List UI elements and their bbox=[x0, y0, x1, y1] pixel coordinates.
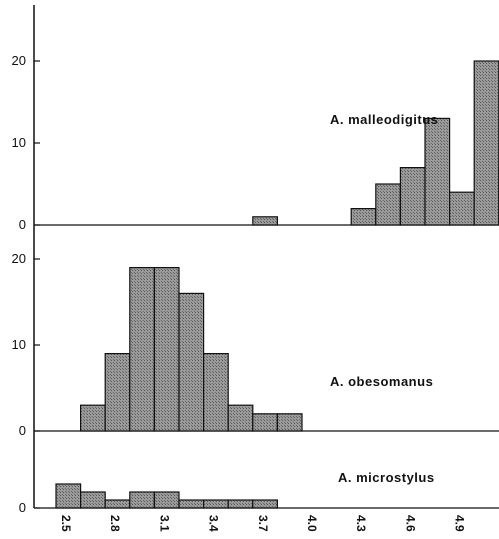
histogram-bar bbox=[252, 216, 279, 226]
x-axis: 2.52.83.13.43.74.04.34.64.95.25.55.86.16… bbox=[59, 515, 467, 532]
x-tick-label: 2.8 bbox=[108, 515, 122, 532]
panel-microstylus: 0 bbox=[19, 483, 499, 515]
y-tick-label: 10 bbox=[12, 135, 26, 150]
histogram-bar bbox=[276, 413, 303, 432]
x-tick-label: 2.5 bbox=[59, 515, 73, 532]
panel-obesomanus: 0 10 20 bbox=[12, 251, 499, 438]
histogram-bar bbox=[79, 404, 106, 432]
histogram-bar bbox=[153, 491, 180, 509]
histogram-bar bbox=[178, 292, 205, 432]
panel-malleodigitus: 0 10 20 bbox=[12, 53, 499, 232]
histogram-bar bbox=[449, 191, 475, 226]
x-tick-label: 3.7 bbox=[256, 515, 270, 532]
x-tick-label: 4.6 bbox=[403, 515, 417, 532]
histogram-bar bbox=[129, 267, 156, 432]
histogram-bar bbox=[424, 117, 451, 226]
histogram-bar bbox=[203, 499, 229, 509]
histogram-bar bbox=[350, 208, 377, 226]
histogram-bar bbox=[227, 404, 254, 432]
histogram-bar bbox=[252, 499, 279, 509]
series-label-obesomanus: A. obesomanus bbox=[330, 374, 433, 389]
histogram-bar bbox=[129, 491, 156, 509]
series-label-malleodigitus: A. malleodigitus bbox=[330, 112, 438, 127]
histogram-bar bbox=[178, 499, 205, 509]
histogram-bar bbox=[104, 353, 131, 432]
histogram-bar bbox=[399, 167, 426, 226]
histogram-bar bbox=[79, 491, 106, 509]
y-tick-label: 20 bbox=[12, 53, 26, 68]
x-tick-label: 4.9 bbox=[453, 515, 467, 532]
series-label-microstylus: A. microstylus bbox=[338, 470, 435, 485]
histogram-bar bbox=[55, 483, 82, 509]
histogram-bar bbox=[203, 353, 229, 432]
x-tick-label: 3.4 bbox=[207, 515, 221, 532]
x-tick-label: 3.1 bbox=[157, 515, 171, 532]
histogram-bar bbox=[227, 499, 254, 509]
x-tick-label: 4.3 bbox=[354, 515, 368, 532]
y-tick-label: 10 bbox=[12, 337, 26, 352]
histogram-bar bbox=[104, 499, 131, 509]
y-tick-label: 0 bbox=[19, 423, 26, 438]
histogram-bar bbox=[375, 183, 401, 226]
histogram-bar bbox=[153, 267, 180, 432]
y-tick-label: 0 bbox=[19, 217, 26, 232]
y-tick-label: 0 bbox=[19, 500, 26, 515]
y-tick-label: 20 bbox=[12, 251, 26, 266]
histogram-bar bbox=[252, 413, 279, 432]
histogram-bar bbox=[473, 60, 499, 226]
x-tick-label: 4.0 bbox=[305, 515, 319, 532]
